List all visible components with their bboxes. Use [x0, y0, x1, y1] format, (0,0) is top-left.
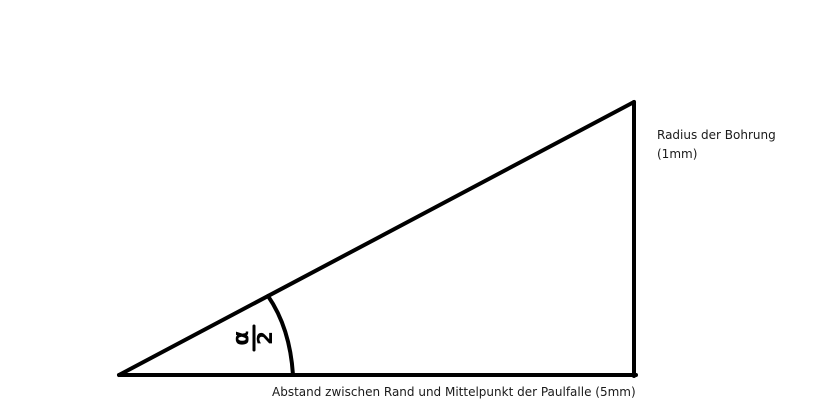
angle-alpha-symbol: α [229, 330, 254, 345]
radius-label-line2: (1mm) [657, 147, 698, 161]
angle-divisor: 2 [253, 331, 277, 345]
angle-arc [266, 294, 295, 377]
radius-label-line1: Radius der Bohrung [657, 128, 776, 142]
radius-label: Radius der Bohrung (1mm) [657, 126, 776, 164]
hypotenuse-line [117, 100, 636, 377]
angle-fraction-label: α 2 [229, 324, 277, 352]
distance-label: Abstand zwischen Rand und Mittelpunkt de… [272, 385, 636, 399]
